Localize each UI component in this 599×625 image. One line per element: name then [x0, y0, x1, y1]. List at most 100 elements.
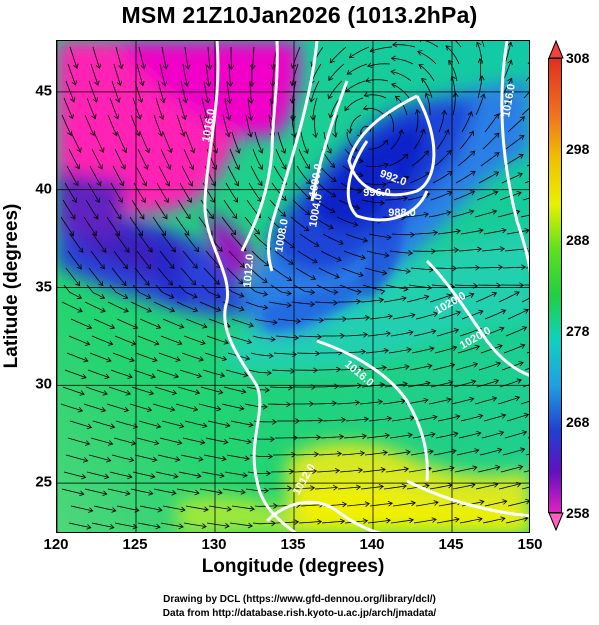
- streamline: [320, 352, 343, 354]
- streamline-arrowhead: [75, 164, 80, 170]
- streamline-arrowhead: [232, 213, 238, 220]
- streamline-arrowhead: [289, 81, 296, 87]
- isobar-label: 1004.0: [307, 193, 325, 228]
- streamline-arrowhead: [295, 418, 301, 424]
- streamline: [459, 518, 483, 524]
- streamline-arrowhead: [453, 328, 460, 334]
- streamline-arrowhead: [161, 230, 167, 237]
- streamline: [523, 470, 529, 473]
- streamline-arrowhead: [478, 413, 484, 420]
- streamline-arrowhead: [184, 230, 190, 236]
- streamline-arrowhead: [478, 228, 484, 234]
- streamline-arrowhead: [147, 247, 153, 253]
- streamline-arrowhead: [194, 489, 200, 496]
- streamline-arrowhead: [99, 293, 106, 300]
- streamline: [155, 284, 174, 299]
- streamline: [271, 80, 274, 104]
- streamline: [497, 396, 520, 405]
- streamline-arrowhead: [93, 214, 99, 220]
- streamline: [138, 420, 161, 428]
- streamline-arrowhead: [365, 77, 371, 83]
- streamline: [185, 318, 207, 328]
- streamline: [474, 397, 497, 405]
- streamline: [129, 403, 152, 411]
- streamline: [300, 318, 324, 321]
- streamline: [247, 97, 252, 121]
- streamline: [521, 107, 529, 116]
- streamline: [112, 165, 124, 186]
- streamline: [230, 47, 232, 70]
- streamline: [152, 216, 167, 236]
- streamline: [86, 284, 105, 299]
- streamline: [322, 419, 346, 422]
- streamline: [245, 488, 269, 492]
- streamline: [110, 182, 123, 203]
- streamline: [349, 114, 362, 134]
- streamline: [297, 250, 318, 263]
- streamline: [225, 182, 239, 203]
- streamline: [341, 452, 365, 456]
- streamline-arrowhead: [360, 254, 366, 260]
- streamline: [138, 46, 145, 69]
- streamline: [70, 318, 92, 329]
- streamline: [502, 266, 526, 269]
- streamline-arrowhead: [405, 268, 411, 274]
- streamline-arrowhead: [122, 264, 128, 270]
- streamline-arrowhead: [344, 86, 351, 93]
- streamline-arrowhead: [403, 466, 409, 473]
- streamline-arrowhead: [119, 180, 125, 187]
- streamline-arrowhead: [340, 333, 346, 339]
- x-tick-label: 135: [280, 536, 306, 553]
- streamline: [84, 488, 107, 495]
- isobar-label: 996.0: [363, 187, 391, 199]
- streamline-arrowhead: [248, 322, 255, 328]
- streamline: [247, 284, 268, 295]
- streamline: [64, 182, 77, 203]
- streamline: [367, 139, 388, 150]
- streamline: [346, 317, 370, 320]
- streamline: [132, 284, 151, 299]
- streamline-arrowhead: [83, 357, 89, 363]
- colorbar-tick-label: 288: [566, 232, 590, 248]
- streamline-arrowhead: [125, 490, 131, 496]
- streamline-arrowhead: [311, 384, 317, 390]
- streamline: [110, 369, 133, 378]
- streamline: [328, 63, 345, 81]
- streamline-arrowhead: [132, 323, 139, 330]
- streamline: [228, 437, 252, 443]
- streamline-arrowhead: [68, 113, 74, 120]
- streamline-arrowhead: [102, 490, 108, 497]
- streamline: [453, 190, 475, 201]
- streamline: [135, 165, 147, 186]
- streamline: [112, 352, 135, 362]
- streamline: [271, 369, 295, 372]
- streamline: [162, 505, 186, 511]
- streamline: [428, 211, 451, 218]
- streamline-arrowhead: [384, 252, 390, 258]
- streamline: [221, 216, 237, 235]
- streamline: [92, 420, 115, 428]
- streamline: [156, 182, 169, 203]
- streamline: [161, 46, 167, 70]
- streamline: [346, 63, 368, 75]
- streamline-arrowhead: [143, 164, 149, 170]
- streamline: [459, 130, 474, 150]
- streamline: [479, 266, 503, 269]
- streamline-arrowhead: [378, 297, 385, 304]
- streamline: [60, 403, 83, 412]
- streamline: [364, 94, 387, 99]
- streamline: [481, 248, 505, 252]
- streamline-arrowhead: [254, 229, 261, 235]
- streamline: [275, 521, 299, 524]
- streamline: [480, 152, 500, 167]
- streamline: [349, 46, 370, 59]
- streamline-arrowhead: [519, 135, 525, 141]
- streamline: [522, 384, 529, 388]
- streamline-arrowhead: [382, 450, 388, 456]
- streamline: [180, 454, 203, 461]
- streamline: [113, 437, 136, 445]
- streamline: [67, 437, 90, 445]
- streamline: [290, 216, 309, 232]
- streamline-arrowhead: [469, 190, 476, 196]
- isobar-label: 1016.0: [200, 108, 218, 143]
